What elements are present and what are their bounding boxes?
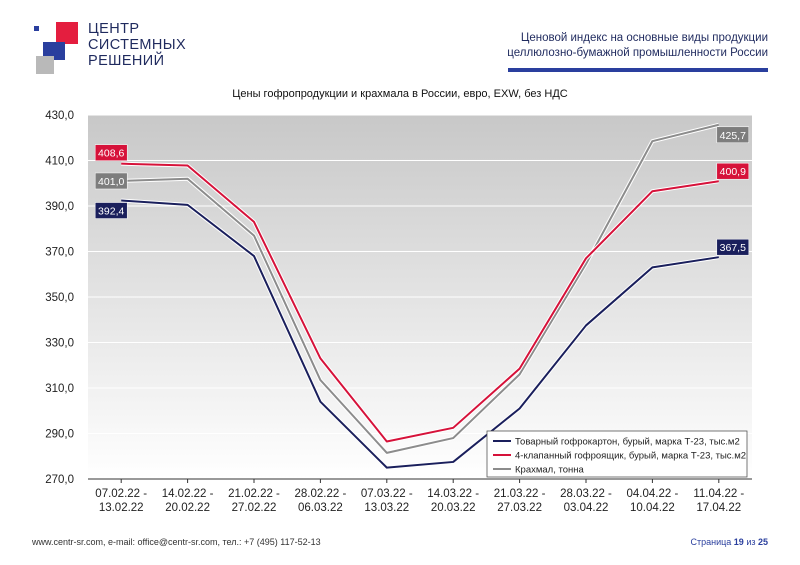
legend-label-0: Товарный гофрокартон, бурый, марка Т-23,…	[515, 437, 740, 448]
y-tick-label: 350,0	[45, 292, 74, 304]
page-word: Страница	[690, 537, 732, 547]
footer-contacts: www.centr-sr.com, e-mail: office@centr-s…	[32, 537, 321, 547]
start-label-2: 401,0	[94, 172, 128, 190]
y-tick-label: 310,0	[45, 383, 74, 395]
page-total: 25	[757, 537, 768, 547]
x-tick-label: 14.03.22 -20.03.22	[427, 488, 479, 514]
legend	[486, 430, 748, 478]
logo-line-3: РЕШЕНИЙ	[88, 53, 165, 69]
footer-page-number: Страница 19 из 25	[690, 537, 768, 547]
end-label-2: 425,7	[716, 126, 750, 144]
x-tick-label: 21.03.22 -27.03.22	[494, 488, 546, 514]
data-label-text: 425,7	[720, 130, 746, 142]
x-tick-label: 07.02.22 -13.02.22	[95, 488, 147, 514]
page-current: 19	[733, 537, 744, 547]
y-tick-label: 390,0	[45, 201, 74, 213]
x-tick-label: 04.04.22 -10.04.22	[627, 488, 679, 514]
legend-label-1: 4-клапанный гофроящик, бурый, марка Т-23…	[515, 451, 746, 462]
data-label-box	[716, 126, 750, 144]
series-line-0	[121, 199, 719, 469]
legend-label-2: Крахмал, тонна	[515, 465, 585, 476]
y-tick-label: 430,0	[45, 110, 74, 122]
logo-line-1: ЦЕНТР	[88, 21, 140, 37]
y-tick-label: 290,0	[45, 429, 74, 441]
end-label-0: 367,5	[716, 238, 750, 256]
data-label-box	[94, 144, 128, 161]
logo-line-2: СИСТЕМНЫХ	[88, 37, 187, 53]
y-tick-label: 370,0	[45, 247, 74, 259]
data-label-box	[716, 162, 750, 180]
start-label-1: 408,6	[94, 144, 128, 161]
data-label-box	[716, 238, 750, 256]
chart-title: Цены гофропродукции и крахмала в России,…	[232, 88, 568, 100]
x-tick-label: 28.02.22 -06.03.22	[295, 488, 347, 514]
page-of: из	[746, 537, 756, 547]
logo-red-square	[56, 22, 78, 44]
logo-small-square	[34, 26, 39, 31]
header-line-1: Ценовой индекс на основные виды продукци…	[520, 32, 768, 44]
line-chart: 270,0 290,0 310,0 330,0 350,0 370,0 390,0 410,0…	[45, 110, 752, 514]
header-line-2: целлюлозно-бумажной промышленности Росси…	[507, 47, 768, 59]
header-title: Ценовой индекс на основные виды продукци…	[448, 31, 768, 61]
x-tick-label: 14.02.22 -20.02.22	[162, 488, 214, 514]
data-label-text: 408,6	[98, 148, 124, 160]
data-label-box	[94, 202, 128, 219]
logo-gray-square	[36, 56, 54, 74]
data-label-text: 367,5	[720, 242, 746, 254]
logo-blue-square	[43, 42, 65, 60]
x-tick-label: 21.02.22 -27.02.22	[228, 488, 280, 514]
series-line-1	[121, 162, 719, 443]
y-tick-label: 410,0	[45, 156, 74, 168]
x-tick-label: 11.04.22 -17.04.22	[693, 488, 744, 514]
data-label-text: 401,0	[98, 176, 124, 188]
logo-text: ЦЕНТР СИСТЕМНЫХ РЕШЕНИЙ	[88, 21, 186, 69]
x-tick-label: 28.03.22 -03.04.22	[560, 488, 612, 514]
header-rule	[508, 68, 768, 72]
data-label-text: 392,4	[98, 206, 124, 218]
y-tick-label: 330,0	[45, 338, 74, 350]
start-label-0: 392,4	[94, 202, 128, 219]
end-label-1: 400,9	[716, 162, 750, 180]
data-label-text: 400,9	[720, 166, 746, 178]
company-logo: ЦЕНТР СИСТЕМНЫХ РЕШЕНИЙ	[34, 18, 186, 78]
y-tick-label: 270,0	[45, 474, 74, 486]
data-label-box	[94, 172, 128, 190]
x-tick-label: 07.03.22 -13.03.22	[361, 488, 413, 514]
series-line-2	[121, 123, 720, 454]
